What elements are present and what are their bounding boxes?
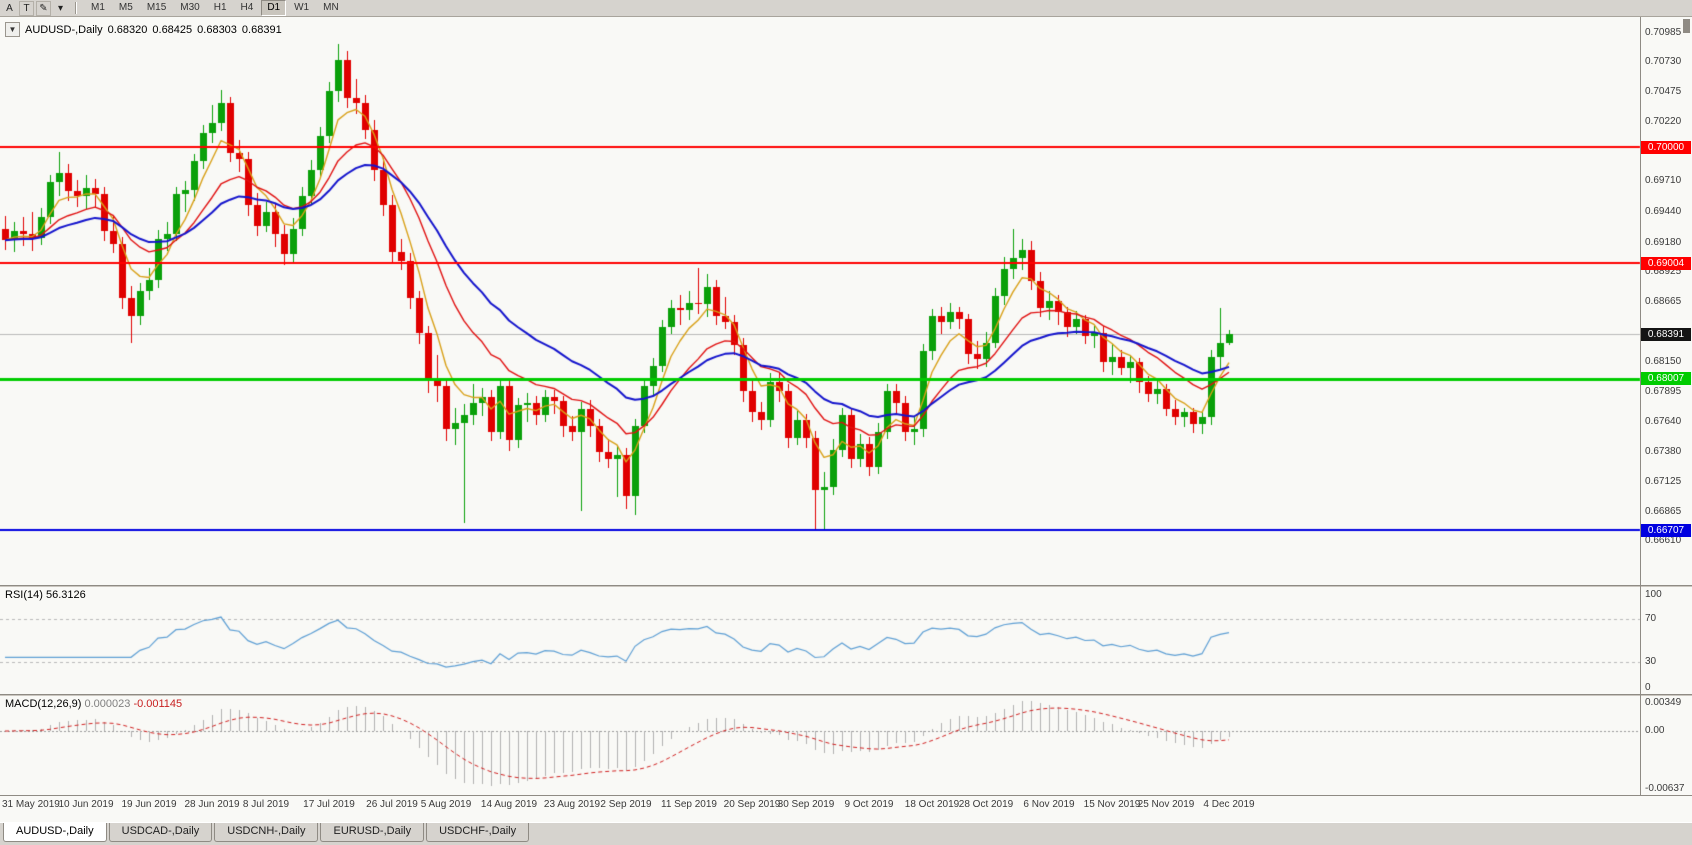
timeframe-m1-button[interactable]: M1: [91, 2, 105, 13]
price-axis-label: 0.69710: [1645, 175, 1682, 186]
price-axis-label: 0.68150: [1645, 356, 1682, 367]
chart-tab-usdchfdaily[interactable]: USDCHF-,Daily: [426, 823, 530, 842]
price-axis-label: 0.70475: [1645, 86, 1682, 97]
price-axis-label: 0.67380: [1645, 446, 1682, 457]
price-axis-label: 0.67125: [1645, 476, 1682, 487]
toolbar-separator: [75, 2, 77, 14]
price-badge-0.69004: 0.69004: [1641, 257, 1691, 270]
arrow-tools-button[interactable]: A: [2, 0, 17, 16]
price-axis-label: 0.66865: [1645, 506, 1682, 517]
date-axis-label: 28 Jun 2019: [184, 799, 240, 810]
chart-tab-usdcnhdaily[interactable]: USDCNH-,Daily: [214, 823, 319, 842]
date-axis-label: 28 Oct 2019: [958, 799, 1014, 810]
date-axis-label: 2 Sep 2019: [600, 799, 652, 810]
rsi-pane-label: RSI(14) 56.3126: [5, 589, 86, 601]
chart-title: ▼ AUDUSD-,Daily 0.68320 0.68425 0.68303 …: [5, 22, 282, 37]
chart-tab-usdcaddaily[interactable]: USDCAD-,Daily: [108, 823, 213, 842]
price-axis-label: 0.70220: [1645, 116, 1682, 127]
macd-indicator-name: MACD(12,26,9): [5, 698, 82, 710]
chart-window: ▼ AUDUSD-,Daily 0.68320 0.68425 0.68303 …: [0, 17, 1692, 822]
rsi-scale-label-70: 70: [1645, 613, 1657, 624]
price-axis-label: 0.67640: [1645, 416, 1682, 427]
rsi-scale-label-0: 0: [1645, 682, 1651, 693]
macd-indicator-canvas[interactable]: [0, 696, 1692, 795]
date-axis-label: 4 Dec 2019: [1203, 799, 1255, 810]
date-axis-label: 10 Jun 2019: [58, 799, 114, 810]
chart-scrollbar-thumb[interactable]: [1683, 19, 1690, 33]
timeframe-h1-button[interactable]: H1: [213, 2, 227, 13]
date-axis-label: 6 Nov 2019: [1023, 799, 1075, 810]
date-axis-label: 14 Aug 2019: [480, 799, 538, 810]
drawing-tools-group: A T ✎ ▾: [0, 0, 68, 16]
price-badge-0.68007: 0.68007: [1641, 372, 1691, 385]
price-badge-0.66707: 0.66707: [1641, 524, 1691, 537]
date-axis-label: 18 Oct 2019: [904, 799, 960, 810]
price-axis-label: 0.66610: [1645, 535, 1682, 546]
price-badge-0.70000: 0.70000: [1641, 141, 1691, 154]
time-axis-border: [0, 795, 1692, 796]
timeframe-mn-button[interactable]: MN: [323, 2, 339, 13]
date-axis-label: 9 Oct 2019: [844, 799, 894, 810]
collapse-chart-icon[interactable]: ▼: [5, 22, 20, 37]
date-axis-label: 5 Aug 2019: [420, 799, 472, 810]
timeframe-w1-button[interactable]: W1: [294, 2, 310, 13]
draw-tool-button[interactable]: ✎: [36, 0, 51, 16]
date-axis-label: 23 Aug 2019: [543, 799, 601, 810]
date-axis-label: 15 Nov 2019: [1083, 799, 1141, 810]
chart-tab-bar: AUDUSD-,Daily USDCAD-,Daily USDCNH-,Daily E…: [0, 822, 1692, 845]
date-axis-label: 26 Jul 2019: [366, 799, 418, 810]
low-value: 0.68303: [197, 23, 237, 36]
timeframe-m15-button[interactable]: M15: [146, 2, 167, 13]
date-axis-label: 8 Jul 2019: [242, 799, 290, 810]
price-axis-label: 0.70985: [1645, 27, 1682, 38]
macd-signal-value: -0.001145: [133, 698, 183, 710]
high-value: 0.68425: [152, 23, 193, 36]
chart-symbol-label: AUDUSD-,Daily: [25, 23, 103, 36]
rsi-indicator-name: RSI(14): [5, 589, 43, 601]
date-axis-label: 30 Sep 2019: [777, 799, 835, 810]
price-axis-label: 0.70730: [1645, 56, 1682, 67]
date-axis-label: 25 Nov 2019: [1137, 799, 1195, 810]
price-axis-label: 0.69440: [1645, 206, 1682, 217]
price-axis-label: 0.68665: [1645, 296, 1682, 307]
pane-separator-rsi[interactable]: [0, 585, 1692, 587]
timeframe-d1-button[interactable]: D1: [261, 0, 287, 16]
text-tool-button[interactable]: T: [19, 0, 34, 16]
date-axis-label: 17 Jul 2019: [303, 799, 355, 810]
macd-scale-label: 0.00349: [1645, 697, 1682, 708]
open-value: 0.68320: [107, 23, 148, 36]
pane-separator-macd[interactable]: [0, 694, 1692, 696]
price-chart-canvas[interactable]: [0, 17, 1692, 585]
timeframe-m30-button[interactable]: M30: [180, 2, 200, 13]
close-value: 0.68391: [241, 23, 282, 36]
price-axis-border: [1640, 17, 1641, 795]
date-axis-label: 11 Sep 2019: [661, 799, 717, 810]
date-axis-label: 20 Sep 2019: [723, 799, 781, 810]
chart-tab-eurusddaily[interactable]: EURUSD-,Daily: [320, 823, 425, 842]
macd-scale-label: 0.00: [1645, 725, 1665, 736]
timeframe-m5-button[interactable]: M5: [118, 2, 133, 13]
rsi-scale-label-30: 30: [1645, 656, 1657, 667]
macd-scale-label: -0.00637: [1645, 783, 1685, 794]
toolbar: A T ✎ ▾ M1 M5 M15 M30 H1 H4 D1 W1 MN: [0, 0, 1692, 17]
rsi-indicator-value: 56.3126: [45, 589, 86, 601]
date-axis-label: 31 May 2019: [2, 799, 60, 810]
price-badge-0.68391: 0.68391: [1641, 328, 1691, 341]
price-axis-label: 0.67895: [1645, 386, 1682, 397]
macd-main-value: 0.000023: [84, 698, 131, 710]
date-axis-label: 19 Jun 2019: [121, 799, 177, 810]
rsi-scale-label-100: 100: [1645, 589, 1662, 600]
timeframe-toolbar: M1 M5 M15 M30 H1 H4 D1 W1 MN: [84, 0, 346, 16]
rsi-indicator-canvas[interactable]: [0, 587, 1692, 694]
draw-tool-dropdown[interactable]: ▾: [53, 0, 68, 16]
price-axis-label: 0.68925: [1645, 266, 1682, 277]
price-axis-label: 0.69180: [1645, 237, 1682, 248]
chart-tab-audusddaily[interactable]: AUDUSD-,Daily: [3, 823, 107, 842]
macd-pane-label: MACD(12,26,9) 0.000023 -0.001145: [5, 698, 182, 710]
timeframe-h4-button[interactable]: H4: [240, 2, 254, 13]
